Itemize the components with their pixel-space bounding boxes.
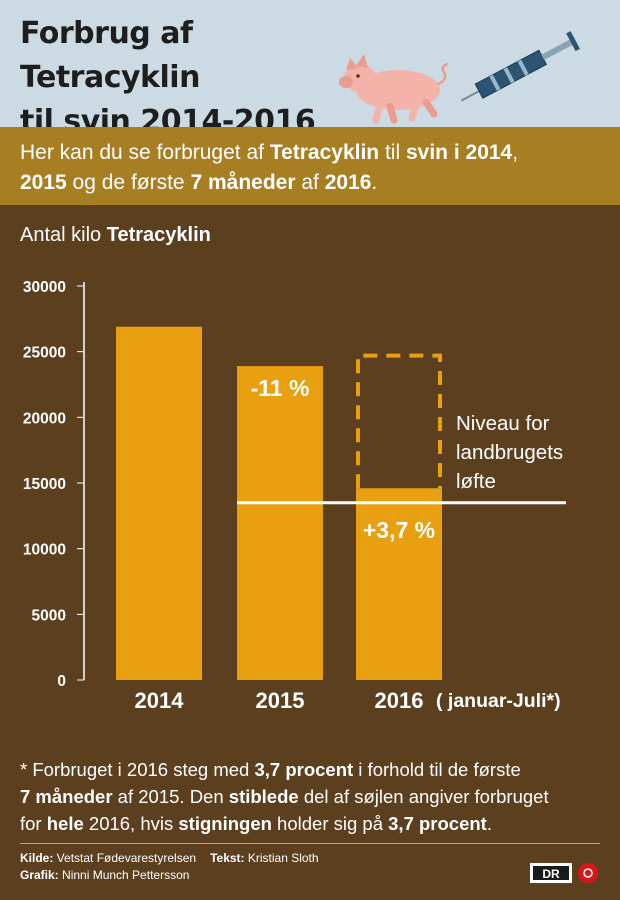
footnote: * Forbruget i 2016 steg med 3,7 procent … xyxy=(20,756,610,837)
divider xyxy=(20,843,600,844)
footnote-text: af 2015. Den xyxy=(112,786,229,807)
bar-chart: 0 5000 10000 15000 20000 25000 30000 Niveau for… xyxy=(23,279,566,713)
footnote-text: i forhold til de første xyxy=(353,759,521,780)
credit-graphic-value: Ninni Munch Pettersson xyxy=(58,868,190,882)
footnote-bold: stigningen xyxy=(178,813,272,834)
dr-logo: DR xyxy=(530,863,598,883)
footnote-text: for xyxy=(20,813,47,834)
footnote-bold: 3,7 procent xyxy=(388,813,487,834)
footnote-bold: 7 måneder xyxy=(20,786,113,807)
y-tick-label: 30000 xyxy=(23,279,66,296)
reference-line-label: Niveau for xyxy=(456,412,550,435)
y-axis-title-bold: Tetracyklin xyxy=(106,224,211,246)
intro-text-part: og de første xyxy=(66,171,191,194)
intro-text-bold: 2015 xyxy=(20,171,67,194)
dr-logo-text: DR xyxy=(542,867,560,881)
title-line-1: Forbrug af Tetracyklin xyxy=(20,16,200,95)
data-label-2015: -11 % xyxy=(251,375,310,401)
x-tick-label: 2016 xyxy=(375,688,424,713)
footnote-text: holder sig på xyxy=(271,813,389,834)
y-tick-label: 0 xyxy=(57,673,66,690)
footnote-text: 2016, hvis xyxy=(83,813,179,834)
footnote-bold: stiblede xyxy=(228,786,299,807)
header: Forbrug af Tetracyklin til svin 2014-201… xyxy=(0,0,620,127)
credit-graphic-label: Grafik: xyxy=(20,868,59,882)
intro-text: Her kan du se forbruget af Tetracyklin t… xyxy=(0,127,620,205)
pig-icon xyxy=(339,54,449,124)
footnote-text: . xyxy=(486,813,492,834)
y-tick-label: 25000 xyxy=(23,345,66,362)
y-axis-title-prefix: Antal kilo xyxy=(20,224,107,246)
reference-line-label: løfte xyxy=(456,470,496,493)
intro-text-part: , xyxy=(512,141,519,164)
dr-logo-circle xyxy=(578,863,598,883)
intro-text-bold: 2016 xyxy=(324,171,372,194)
y-tick-label: 15000 xyxy=(23,476,66,493)
intro-text-part: . xyxy=(371,171,378,194)
y-tick-label: 5000 xyxy=(32,607,66,624)
reference-line-label: landbrugets xyxy=(456,441,563,464)
y-axis-title: Antal kilo Tetracyklin xyxy=(20,224,211,247)
footnote-bold: hele xyxy=(46,813,84,834)
intro-text-bold: svin i 2014 xyxy=(405,141,513,164)
footnote-text: del af søjlen angiver forbruget xyxy=(298,786,549,807)
y-tick-label: 10000 xyxy=(23,542,66,559)
credit-source-label: Kilde: xyxy=(20,851,54,865)
intro-text-part: til xyxy=(379,141,406,164)
bar-projected-2016 xyxy=(356,353,442,489)
intro-text-bold: 7 måneder xyxy=(190,171,296,194)
x-tick-label: 2014 xyxy=(135,688,185,713)
x-tick-label-suffix: ( januar-Juli*) xyxy=(436,690,561,712)
intro-text-part: af xyxy=(295,171,325,194)
x-tick-label: 2015 xyxy=(256,688,305,713)
credit-text-label: Tekst: xyxy=(210,851,245,865)
bar-2016 xyxy=(356,488,442,680)
footnote-bold: 3,7 procent xyxy=(254,759,354,780)
credit-text-value: Kristian Sloth xyxy=(244,851,319,865)
intro-text-bold: Tetracyklin xyxy=(269,141,380,164)
chart-title: Forbrug af Tetracyklin til svin 2014-201… xyxy=(20,12,380,127)
bar-2015 xyxy=(237,366,323,680)
y-tick-label: 20000 xyxy=(23,410,66,427)
intro-text-part: Her kan du se forbruget af xyxy=(20,141,270,164)
title-line-2: til svin 2014-2016 xyxy=(20,104,316,127)
credit-source-value: Vetstat Fødevarestyrelsen xyxy=(53,851,197,865)
credits: Kilde: Vetstat Fødevarestyrelsen Tekst: K… xyxy=(20,850,319,884)
footnote-text: * Forbruget i 2016 steg med xyxy=(20,759,255,780)
pig-syringe-illustration xyxy=(339,31,580,124)
syringe-icon xyxy=(460,31,580,102)
data-label-2016: +3,7 % xyxy=(363,517,435,543)
bar-2014 xyxy=(116,326,202,680)
